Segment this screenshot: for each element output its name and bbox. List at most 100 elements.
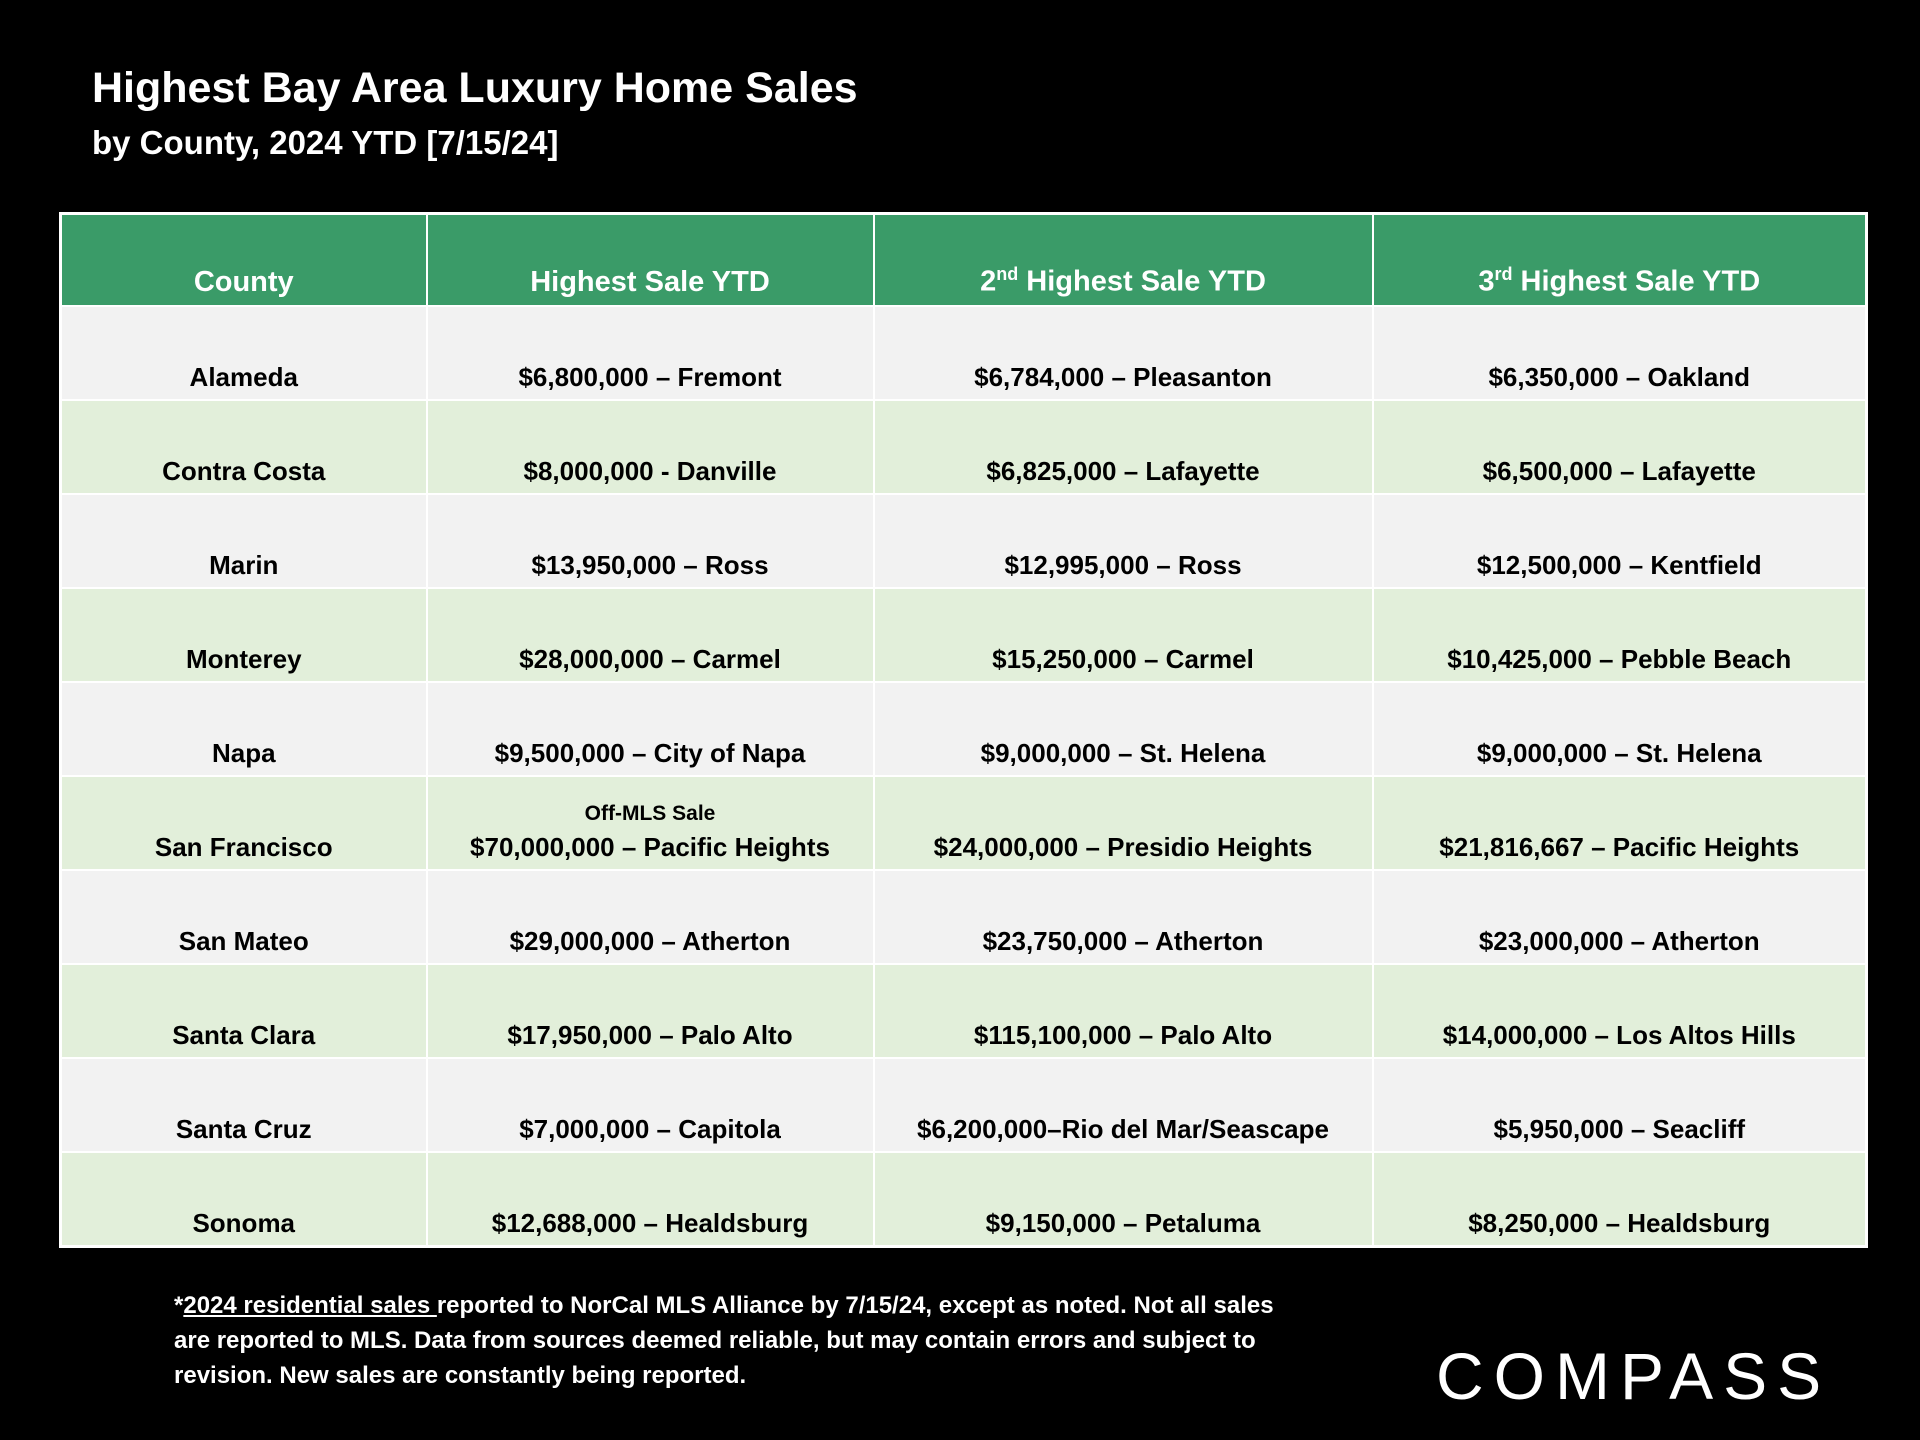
sale-cell: $14,000,000 – Los Altos Hills	[1371, 963, 1868, 1059]
cell-text: $15,250,000 – Carmel	[992, 644, 1254, 674]
cell-text: Santa Cruz	[175, 1114, 312, 1144]
footnote-text: reported to NorCal MLS Alliance by 7/15/…	[174, 1292, 1274, 1389]
cell-text: Santa Clara	[172, 1020, 316, 1050]
sale-cell: $17,950,000 – Palo Alto	[425, 963, 875, 1059]
cell-text: Marin	[209, 550, 279, 580]
cell-note: Off-MLS Sale	[584, 802, 716, 825]
header-sup: nd	[996, 264, 1019, 285]
table-row: Monterey $28,000,000 – Carmel $15,250,000 …	[59, 587, 1868, 683]
county-cell: Monterey	[59, 587, 428, 683]
cell-text: Sonoma	[192, 1208, 296, 1238]
cell-text: $9,000,000 – St. Helena	[980, 738, 1266, 768]
cell-text: $70,000,000 – Pacific Heights	[470, 832, 830, 862]
sale-cell: $6,825,000 – Lafayette	[872, 399, 1374, 495]
sale-cell: $12,995,000 – Ross	[872, 493, 1374, 589]
sale-cell: $8,000,000 - Danville	[425, 399, 875, 495]
sale-cell: $115,100,000 – Palo Alto	[872, 963, 1374, 1059]
table-row: Sonoma $12,688,000 – Healdsburg $9,150,000…	[59, 1151, 1868, 1248]
sale-cell: $7,000,000 – Capitola	[425, 1057, 875, 1153]
cell-text: $6,500,000 – Lafayette	[1482, 456, 1756, 486]
cell-text: $10,425,000 – Pebble Beach	[1447, 644, 1792, 674]
sale-cell: Off-MLS Sale $70,000,000 – Pacific Height…	[425, 775, 875, 871]
sale-cell: $12,500,000 – Kentfield	[1371, 493, 1868, 589]
cell-text: Napa	[211, 738, 276, 768]
table-row: San Mateo $29,000,000 – Atherton $23,750,0…	[59, 869, 1868, 965]
county-cell: Sonoma	[59, 1151, 428, 1248]
cell-text: Monterey	[185, 644, 302, 674]
cell-text: Alameda	[189, 362, 298, 392]
footnote-star: *	[174, 1292, 184, 1319]
header-num: 3	[1478, 266, 1495, 298]
column-header: 2nd Highest Sale YTD	[872, 212, 1374, 307]
table-row: Santa Clara $17,950,000 – Palo Alto $115,1…	[59, 963, 1868, 1059]
county-cell: Santa Clara	[59, 963, 428, 1059]
cell-text: $29,000,000 – Atherton	[509, 926, 791, 956]
header-text: Highest Sale YTD	[530, 266, 770, 298]
cell-text: San Francisco	[154, 832, 333, 862]
cell-text: $115,100,000 – Palo Alto	[973, 1020, 1273, 1050]
cell-text: $7,000,000 – Capitola	[519, 1114, 781, 1144]
sale-cell: $13,950,000 – Ross	[425, 493, 875, 589]
header-text: Highest Sale YTD	[1018, 266, 1266, 298]
sale-cell: $15,250,000 – Carmel	[872, 587, 1374, 683]
sale-cell: $12,688,000 – Healdsburg	[425, 1151, 875, 1248]
cell-text: Contra Costa	[162, 456, 326, 486]
cell-text: $8,250,000 – Healdsburg	[1468, 1208, 1771, 1238]
table-row: Santa Cruz $7,000,000 – Capitola $6,200,00…	[59, 1057, 1868, 1153]
county-cell: Contra Costa	[59, 399, 428, 495]
footnote: *2024 residential sales reported to NorC…	[174, 1288, 1284, 1393]
county-cell: San Mateo	[59, 869, 428, 965]
table-row: Napa $9,500,000 – City of Napa $9,000,000 …	[59, 681, 1868, 777]
table-row: Marin $13,950,000 – Ross $12,995,000 – Ros…	[59, 493, 1868, 589]
sale-cell: $10,425,000 – Pebble Beach	[1371, 587, 1868, 683]
cell-text: $6,200,000–Rio del Mar/Seascape	[917, 1114, 1329, 1144]
cell-text: $8,000,000 - Danville	[523, 456, 777, 486]
county-cell: San Francisco	[59, 775, 428, 871]
cell-text: $9,500,000 – City of Napa	[494, 738, 806, 768]
cell-text: $9,000,000 – St. Helena	[1476, 738, 1762, 768]
sale-cell: $8,250,000 – Healdsburg	[1371, 1151, 1868, 1248]
header-sup: rd	[1494, 264, 1513, 285]
cell-text: $23,750,000 – Atherton	[982, 926, 1264, 956]
column-header: County	[59, 212, 428, 307]
subtitle: by County, 2024 YTD [7/15/24]	[92, 124, 559, 161]
county-cell: Napa	[59, 681, 428, 777]
cell-text: $14,000,000 – Los Altos Hills	[1442, 1020, 1796, 1050]
column-header: Highest Sale YTD	[425, 212, 875, 307]
cell-text: $6,800,000 – Fremont	[518, 362, 782, 392]
sale-cell: $6,784,000 – Pleasanton	[872, 305, 1374, 401]
footnote-link[interactable]: 2024 residential sales	[183, 1292, 437, 1319]
sale-cell: $29,000,000 – Atherton	[425, 869, 875, 965]
county-cell: Alameda	[59, 305, 428, 401]
cell-text: $12,995,000 – Ross	[1004, 550, 1242, 580]
header-text: Highest Sale YTD	[1512, 266, 1761, 298]
sale-cell: $28,000,000 – Carmel	[425, 587, 875, 683]
sale-cell: $21,816,667 – Pacific Heights	[1371, 775, 1868, 871]
sale-cell: $9,150,000 – Petaluma	[872, 1151, 1374, 1248]
cell-text: $23,000,000 – Atherton	[1478, 926, 1760, 956]
sale-cell: $6,800,000 – Fremont	[425, 305, 875, 401]
cell-text: $21,816,667 – Pacific Heights	[1439, 832, 1800, 862]
header-text: County	[193, 266, 294, 298]
sale-cell: $6,200,000–Rio del Mar/Seascape	[872, 1057, 1374, 1153]
table-row: Contra Costa $8,000,000 - Danville $6,825,…	[59, 399, 1868, 495]
cell-text: $6,784,000 – Pleasanton	[974, 362, 1272, 392]
sale-cell: $23,750,000 – Atherton	[872, 869, 1374, 965]
sale-cell: $6,350,000 – Oakland	[1371, 305, 1868, 401]
cell-text: $9,150,000 – Petaluma	[985, 1208, 1261, 1238]
title: Highest Bay Area Luxury Home Sales	[92, 64, 858, 112]
column-header: 3rd Highest Sale YTD	[1371, 212, 1868, 307]
logo: COMPASS	[1436, 1339, 1832, 1413]
sale-cell: $9,500,000 – City of Napa	[425, 681, 875, 777]
cell-text: $24,000,000 – Presidio Heights	[933, 832, 1313, 862]
cell-text: $17,950,000 – Palo Alto	[507, 1020, 793, 1050]
sale-cell: $5,950,000 – Seacliff	[1371, 1057, 1868, 1153]
county-cell: Marin	[59, 493, 428, 589]
cell-text: $28,000,000 – Carmel	[519, 644, 781, 674]
table-row: San Francisco Off-MLS Sale $70,000,000 – P…	[59, 775, 1868, 871]
cell-text: $12,500,000 – Kentfield	[1476, 550, 1762, 580]
table-row: Alameda $6,800,000 – Fremont $6,784,000 – …	[59, 305, 1868, 401]
sale-cell: $6,500,000 – Lafayette	[1371, 399, 1868, 495]
sale-cell: $23,000,000 – Atherton	[1371, 869, 1868, 965]
